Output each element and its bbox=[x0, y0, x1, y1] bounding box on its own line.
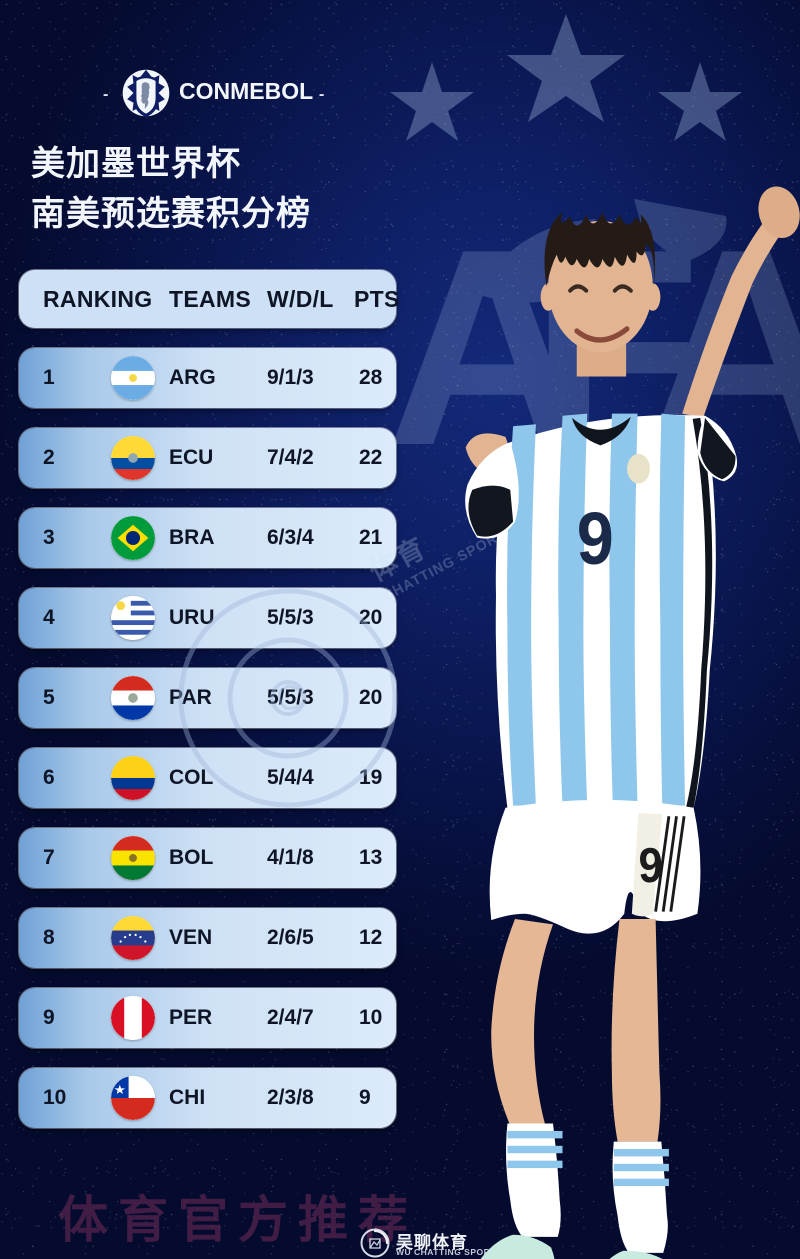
svg-text:9: 9 bbox=[577, 497, 614, 580]
svg-text:9: 9 bbox=[639, 838, 663, 893]
